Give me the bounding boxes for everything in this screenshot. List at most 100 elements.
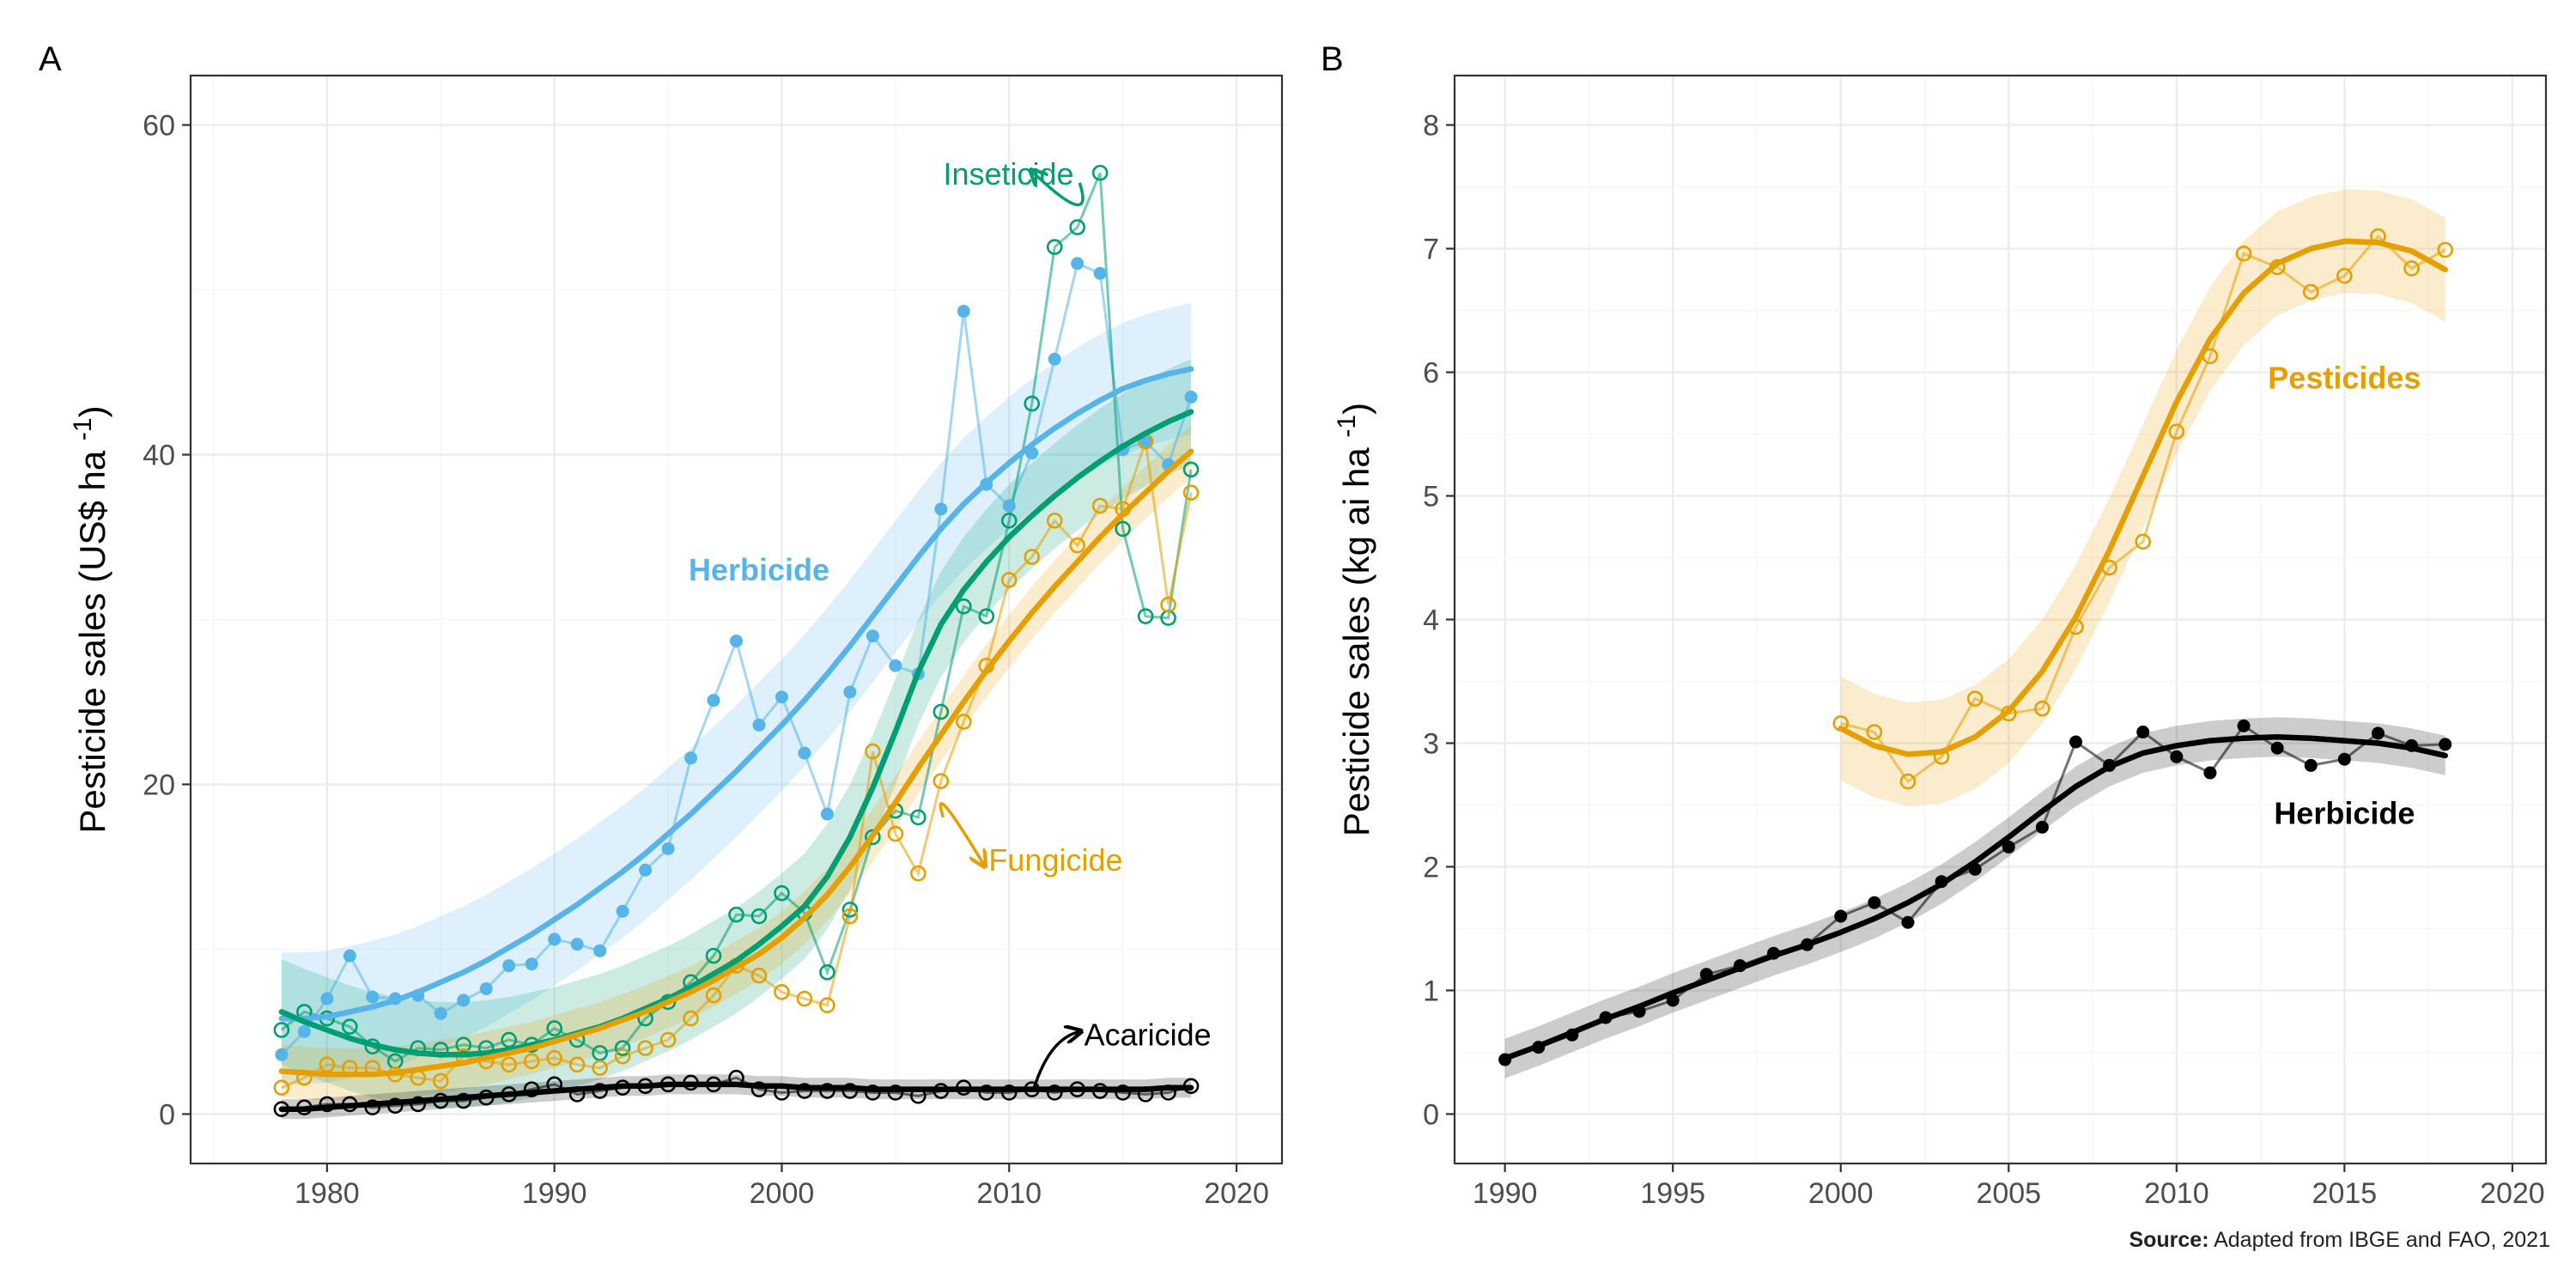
p0-inseticide-point — [1091, 164, 1109, 181]
p1-axes: 1990 1995 2000 2005 2010 2015 2020 0 1 2 3 4 5 6 7 8 Pes… — [1333, 110, 2545, 1210]
p0-herbicide-point — [957, 305, 970, 319]
p0-acaricide-point — [523, 1081, 540, 1097]
p0-fungicide-point — [796, 990, 813, 1007]
p0-herbicide-point — [1093, 266, 1107, 280]
p0-inseticide-point — [546, 1020, 562, 1036]
p0-herbicide-point — [1048, 352, 1061, 366]
p0-acaricide-point — [887, 1084, 904, 1101]
p1-x-tick-label: 1990 — [1473, 1177, 1538, 1210]
p0-inseticide-point — [955, 598, 972, 615]
p0-label-inseticide: Inseticide — [943, 156, 1073, 191]
p0-herbicide-point — [457, 993, 471, 1007]
p0-frame — [189, 74, 1284, 1165]
p0-fungicide-point — [319, 1056, 336, 1073]
p0-inseticide-point — [1024, 395, 1041, 412]
p1-herbicide-point — [2002, 840, 2015, 854]
p1-herbicide-point — [2035, 820, 2049, 834]
p0-inseticide-point — [1115, 520, 1131, 538]
p0-herbicide-point — [366, 990, 380, 1004]
p1-y-tick-label: 4 — [1423, 605, 1439, 637]
p1-y-tick-label: 3 — [1423, 727, 1439, 760]
p1-herbicide-point — [2203, 766, 2217, 780]
p0-inseticide-point — [705, 947, 722, 964]
p1-y-tick-label: 6 — [1423, 357, 1439, 390]
p0-inseticide-point — [910, 809, 927, 826]
p1-panel-label: B — [1321, 40, 1344, 78]
p0-inseticide-point — [501, 1031, 518, 1048]
p0-arrow-acaricide — [1032, 1031, 1079, 1089]
p1-pesticides-band — [1840, 189, 2445, 806]
p0-herbicide-point — [707, 694, 720, 708]
p0-fungicide-point — [568, 1056, 586, 1073]
p0-inseticide-point — [1137, 608, 1154, 624]
p1-pesticides-point — [2135, 533, 2152, 550]
p1-herbicide-point — [2069, 735, 2082, 749]
p0-inseticide-point — [1046, 239, 1063, 255]
p0-fungicide-point — [910, 865, 927, 882]
p1-label-pesticides: Pesticides — [2268, 361, 2421, 396]
p1-pesticides-point — [1866, 724, 1883, 740]
p1-herbicide-point — [2371, 726, 2385, 740]
p0-acaricide-point — [1046, 1084, 1063, 1101]
p1-herbicide-point — [2270, 741, 2284, 755]
p1-plot-area — [1498, 189, 2453, 1078]
p1-herbicide-point — [2304, 758, 2318, 772]
p0-acaricide-band — [281, 1074, 1192, 1120]
p0-y-axis-title: Pesticide sales (US$ ha -1) — [69, 405, 112, 833]
p0-inseticide-point — [342, 1018, 358, 1035]
p0-fungicide-point — [1069, 537, 1085, 554]
p1-pesticides-point — [2336, 267, 2353, 284]
p1-label-herbicide: Herbicide — [2274, 796, 2415, 831]
p0-inseticide-point — [865, 829, 881, 846]
p1-pesticides-point — [2168, 423, 2185, 440]
p0-herbicide-point — [593, 944, 607, 957]
p0-fungicide-point — [273, 1079, 290, 1096]
p0-acaricide-point — [841, 1083, 859, 1099]
p0-inseticide-point — [455, 1036, 472, 1054]
p0-herbicide-trend — [278, 366, 1194, 1022]
p0-fungicide-point — [750, 967, 768, 984]
p1-x-tick-label: 2015 — [2312, 1177, 2378, 1210]
p0-fungicide-trend — [278, 448, 1194, 1078]
panel-a: A 1980 1990 2000 2010 2020 0 20 40 60 Pesticide sa… — [39, 40, 1284, 1210]
p1-y-tick-label: 2 — [1423, 851, 1439, 884]
p1-y-tick-label: 8 — [1423, 110, 1439, 143]
p0-fungicide-point — [1024, 549, 1041, 565]
p1-herbicide-point — [1868, 896, 1881, 909]
p0-fungicide-point — [637, 1040, 653, 1056]
p0-x-tick-label: 2020 — [1204, 1177, 1269, 1210]
p0-plot-area — [273, 164, 1200, 1120]
p1-herbicide-point — [2170, 750, 2184, 763]
p0-fungicide-point — [1160, 596, 1176, 613]
p0-fungicide-point — [865, 743, 881, 760]
p1-pesticides-point — [1899, 773, 1917, 790]
p0-herbicide-point — [502, 959, 516, 973]
p1-y-tick-label: 5 — [1423, 481, 1439, 513]
p0-herbicide-point — [434, 1006, 447, 1020]
p1-pesticides-point — [2034, 700, 2050, 717]
p0-arrow-fungicide — [939, 802, 984, 866]
p0-fungicide-point — [819, 997, 835, 1014]
p0-x-tick-label: 2000 — [750, 1177, 815, 1210]
p0-fungicide-point — [933, 773, 950, 789]
p0-acaricide-point — [978, 1084, 995, 1101]
p0-herbicide-point — [820, 807, 834, 821]
p1-x-tick-label: 2010 — [2144, 1177, 2209, 1210]
p0-annotations: Herbicide Inseticide Fungicide Acaricide — [689, 156, 1212, 1089]
p1-herbicide-point — [1834, 909, 1848, 923]
p0-herbicide-point — [934, 502, 948, 516]
p0-herbicide-point — [684, 751, 698, 765]
p0-acaricide-point — [796, 1083, 813, 1099]
p0-fungicide-point — [1182, 484, 1200, 501]
p1-pesticides-point — [2235, 246, 2252, 262]
p1-herbicide-point — [2237, 719, 2251, 732]
p1-grid — [1455, 76, 2546, 1163]
p1-pesticides-point — [1966, 690, 1984, 707]
p1-pesticides-point — [2403, 260, 2420, 276]
p0-herbicide-point — [616, 904, 629, 918]
p0-herbicide-point — [843, 685, 857, 699]
p0-herbicide-band — [281, 302, 1192, 1084]
p0-fungicide-point — [774, 984, 790, 1000]
p0-herbicide-point — [525, 957, 538, 971]
